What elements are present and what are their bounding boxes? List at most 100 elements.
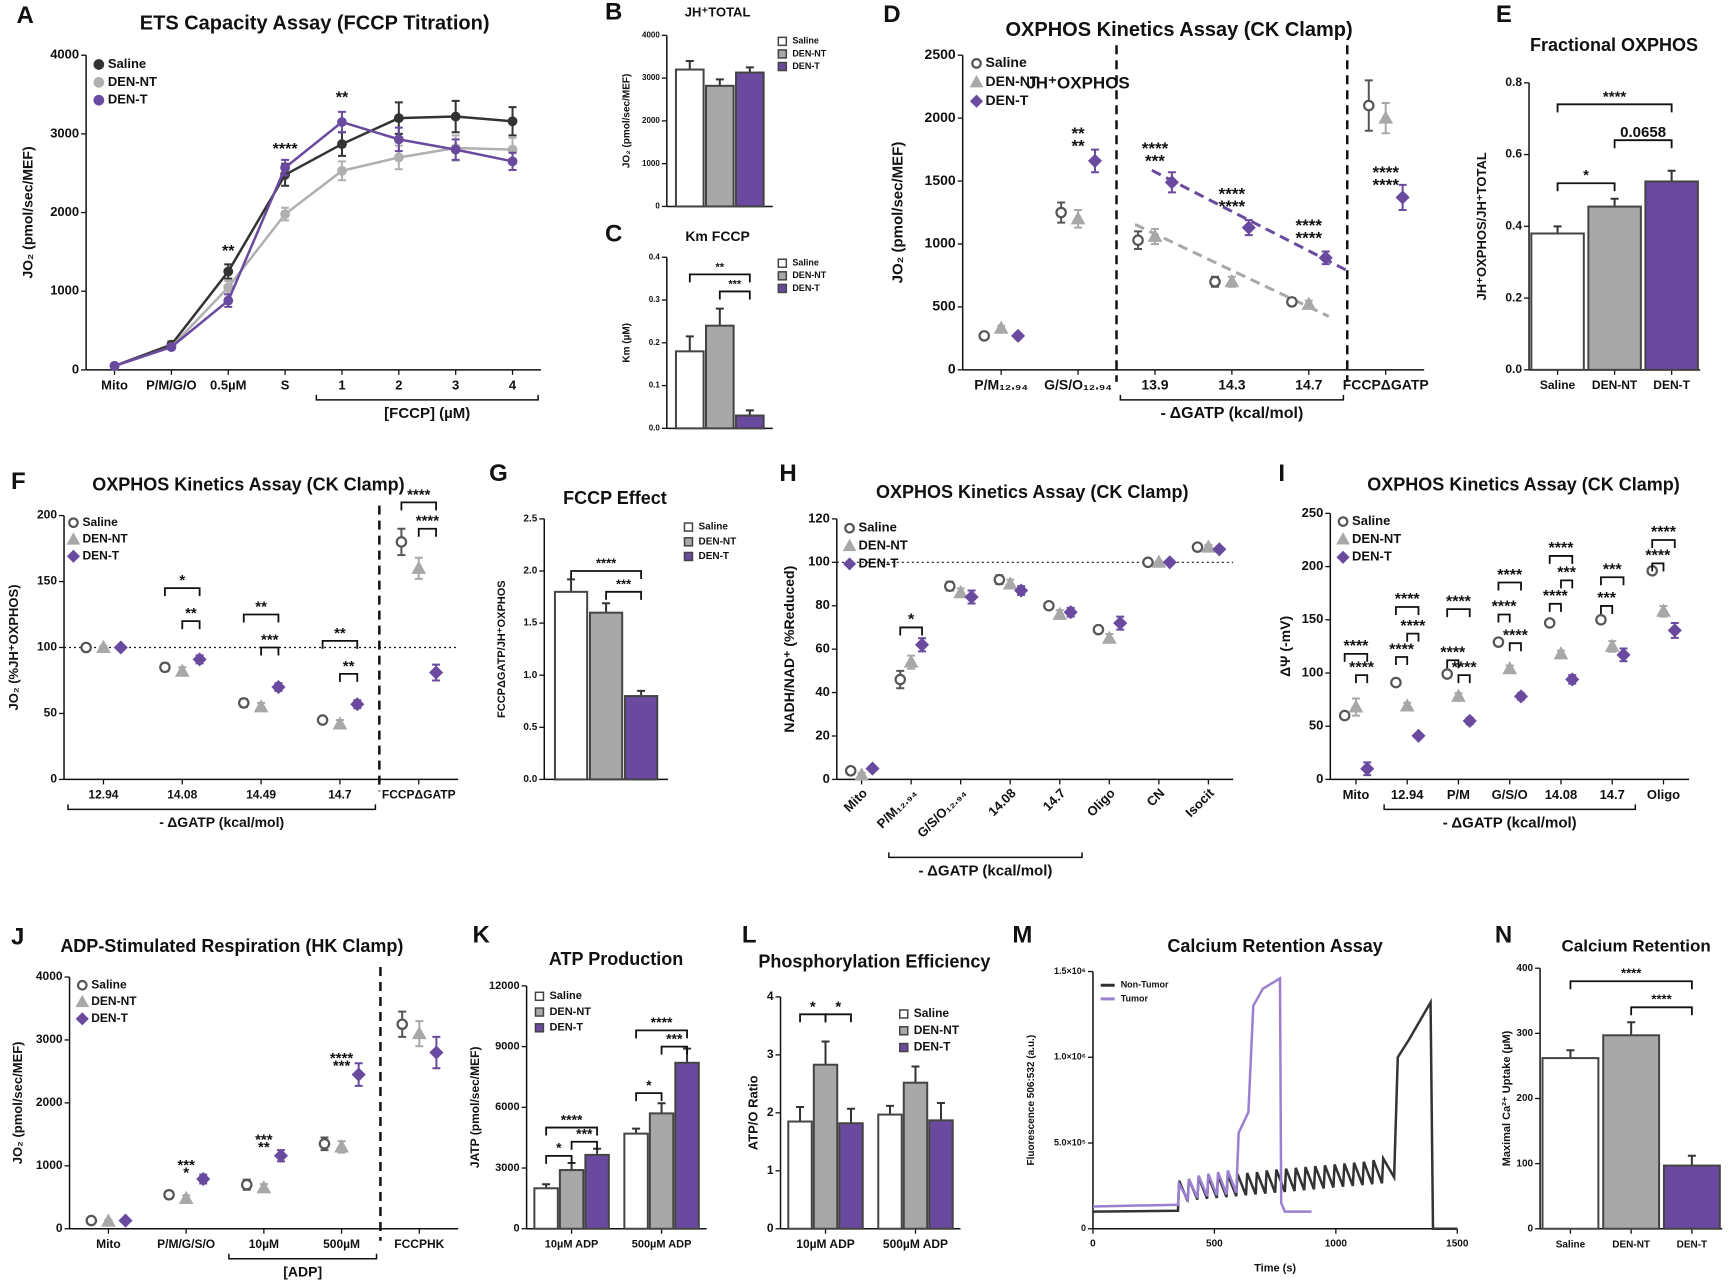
- y-axis-label: Km (µM): [622, 323, 633, 363]
- bar: [674, 68, 705, 208]
- point: [1565, 672, 1580, 687]
- bar: [648, 1112, 675, 1230]
- bar: [624, 695, 659, 781]
- legend-label: Saline: [859, 520, 897, 535]
- point: [993, 573, 1006, 586]
- point: [85, 1214, 98, 1227]
- point: [271, 680, 286, 695]
- x-tick-label: 10µM ADP: [796, 1237, 854, 1251]
- legend-label: DEN-NT: [549, 1006, 591, 1018]
- point: [1301, 296, 1317, 310]
- y-tick-label: 50: [44, 706, 58, 720]
- significance-label: ***: [1145, 152, 1165, 171]
- x-tick-label: 1500: [1446, 1238, 1469, 1249]
- point: [1209, 275, 1221, 288]
- point: [396, 1018, 408, 1031]
- point: [1286, 296, 1298, 308]
- x-group-bracket: [315, 394, 539, 401]
- legend-label: DEN-T: [549, 1022, 583, 1034]
- y-tick-label: 0: [1316, 771, 1323, 786]
- legend-swatch: [534, 1023, 545, 1033]
- panel-letter: J: [11, 924, 24, 951]
- point: [273, 1148, 289, 1163]
- y-axis-label: Fluorescence 506:532 (a.u.): [1026, 1035, 1037, 1166]
- panel-letter: M: [1012, 922, 1032, 949]
- significance-bracket: [1446, 608, 1471, 618]
- point: [978, 330, 990, 342]
- legend-swatch: [777, 283, 788, 294]
- series-line: [114, 146, 513, 368]
- x-tick-label: 500µM ADP: [632, 1239, 692, 1251]
- y-tick-label: 2: [767, 1105, 774, 1119]
- point: [507, 116, 518, 127]
- x-tick-label: 12.94: [1391, 787, 1424, 802]
- significance-bracket: [545, 1154, 573, 1164]
- significance-label: ****: [1389, 641, 1415, 658]
- significance-label: ****: [1621, 966, 1642, 981]
- point: [1151, 554, 1167, 568]
- x-group-bracket: [1383, 804, 1637, 811]
- point: [1411, 728, 1426, 743]
- y-tick-label: 40: [815, 684, 829, 699]
- point: [334, 1139, 349, 1153]
- point: [1513, 689, 1529, 704]
- point: [1553, 646, 1569, 660]
- significance-bracket: [570, 1140, 598, 1150]
- point: [1338, 709, 1351, 722]
- legend-label: Saline: [108, 56, 146, 71]
- significance-bracket: [321, 640, 359, 649]
- y-tick-label: 6000: [495, 1101, 519, 1113]
- point: [429, 665, 444, 680]
- significance-label: ****: [330, 1050, 354, 1067]
- point: [1451, 688, 1466, 702]
- y-tick-label: 0.8: [1505, 75, 1522, 89]
- significance-bracket: [570, 570, 642, 579]
- significance-label: ***: [666, 1030, 683, 1046]
- y-tick-label: 2000: [642, 116, 660, 125]
- x-tick-label: 500: [1206, 1238, 1223, 1249]
- x-axis-label: - ΔGATP (kcal/mol): [159, 814, 284, 830]
- significance-label: ****: [1343, 638, 1369, 655]
- chart-title: Calcium Retention Assay: [1167, 936, 1382, 956]
- bar: [928, 1119, 954, 1230]
- point: [903, 654, 919, 668]
- y-tick-label: 100: [808, 554, 830, 569]
- panel-letter: G: [489, 460, 508, 487]
- legend-label: DEN-T: [698, 551, 729, 562]
- point: [1101, 630, 1117, 644]
- x-tick-label: FCCPHK: [394, 1237, 444, 1251]
- x-tick-label: Mito: [841, 785, 871, 815]
- x-tick-label: Isocit: [1182, 785, 1217, 820]
- significance-bracket: [260, 646, 280, 656]
- y-tick-label: 200: [1516, 1093, 1533, 1104]
- y-tick-label: 2500: [925, 46, 956, 62]
- y-tick-label: 0.4: [1505, 218, 1522, 232]
- x-tick-label: DEN-NT: [1592, 378, 1638, 392]
- significance-label: ***: [576, 1125, 593, 1141]
- significance-bracket: [635, 1029, 688, 1039]
- significance-label: *: [810, 998, 816, 1015]
- point: [1595, 614, 1607, 626]
- x-axis-label: Time (s): [1254, 1263, 1296, 1275]
- bar: [588, 611, 624, 781]
- legend-swatch: [777, 271, 788, 281]
- legend-label: DEN-T: [914, 1040, 951, 1054]
- point: [395, 536, 408, 548]
- point: [240, 1178, 253, 1191]
- point: [411, 560, 427, 574]
- point: [450, 144, 461, 155]
- significance-label: *: [1583, 167, 1589, 184]
- panel-letter: H: [779, 460, 796, 487]
- significance-bracket: [1651, 539, 1676, 548]
- significance-bracket: [164, 587, 201, 597]
- legend-label: DEN-NT: [792, 48, 826, 58]
- point: [944, 580, 956, 592]
- significance-label: ****: [1219, 184, 1246, 203]
- point: [393, 134, 404, 145]
- x-tick-label: G/S/O₁₂.₉₄: [1044, 377, 1112, 393]
- significance-bracket: [1446, 659, 1460, 669]
- significance-label: ****: [1543, 588, 1569, 605]
- x-tick-label: 1: [338, 377, 345, 392]
- y-tick-label: 200: [37, 508, 57, 522]
- y-tick-label: 100: [1302, 664, 1324, 679]
